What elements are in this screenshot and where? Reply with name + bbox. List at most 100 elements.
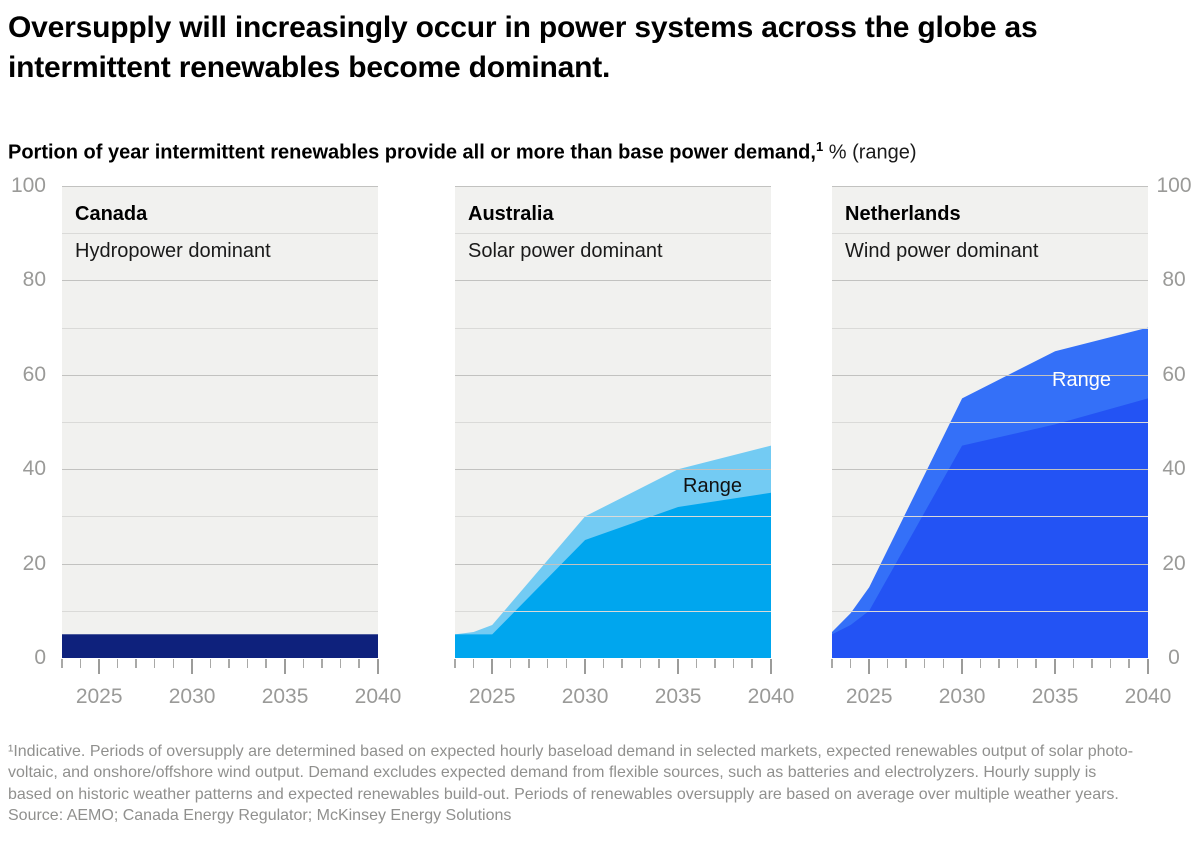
chart-canada: Canada Hydropower dominant 2025 2030 2035 2…: [61, 186, 401, 711]
minor-tick-2031: [209, 659, 212, 668]
y-axis-left: 0 20 40 60 80 100: [0, 175, 62, 669]
major-tick-2025: [868, 659, 871, 674]
footnote-line: based on historic weather patterns and e…: [8, 785, 1119, 803]
y-axis-right: 0 20 40 60 80 100: [1148, 175, 1200, 669]
y-tick-label-left: 0: [34, 646, 46, 669]
minor-tick-2033: [1016, 659, 1019, 668]
minor-tick-2038: [1109, 659, 1112, 668]
y-tick-label-left: 80: [22, 268, 46, 292]
gridline-10: [62, 611, 378, 612]
subtitle-main: Portion of year intermittent renewables …: [8, 141, 816, 164]
x-tick-label-2035: 2035: [261, 685, 309, 708]
y-tick-label-right: 60: [1162, 362, 1186, 386]
major-tick-2025: [98, 659, 101, 674]
minor-tick-2032: [998, 659, 1000, 668]
minor-tick-2031: [602, 659, 605, 668]
minor-tick-2039: [751, 659, 753, 668]
gridline-10: [455, 611, 771, 612]
major-tick-2035: [284, 659, 287, 674]
minor-tick-2037: [1091, 659, 1093, 668]
gridline-80: [832, 280, 1148, 281]
gridline-40: [62, 469, 378, 470]
x-tick-label-2025: 2025: [468, 685, 516, 708]
minor-tick-2026: [509, 659, 512, 668]
minor-tick-2034: [1035, 659, 1037, 668]
gridline-20: [455, 564, 771, 565]
gridline-90: [832, 233, 1148, 234]
gridline-30: [62, 516, 378, 517]
chart-country-label: Australia: [468, 203, 554, 225]
x-axis-canada: [61, 658, 379, 674]
minor-tick-2033: [246, 659, 249, 668]
minor-tick-2028: [923, 659, 926, 668]
gridline-40: [832, 469, 1148, 470]
minor-tick-2036: [695, 659, 698, 668]
minor-tick-2024: [79, 659, 82, 668]
chart-netherlands: Netherlands Wind power dominant Range 20…: [831, 186, 1172, 711]
major-tick-2035: [677, 659, 680, 674]
minor-tick-2027: [135, 659, 137, 668]
y-tick-label-left: 100: [10, 174, 46, 197]
subtitle-footnote-marker: 1: [815, 139, 824, 154]
minor-tick-2023: [61, 659, 63, 668]
major-tick-2025: [491, 659, 494, 674]
x-tick-label-2035: 2035: [654, 685, 702, 708]
area-series-canada: [62, 634, 378, 658]
x-axis-netherlands: [831, 658, 1149, 674]
plot-area-netherlands: Netherlands Wind power dominant Range: [832, 186, 1148, 658]
x-tick-label-2025: 2025: [75, 685, 123, 708]
gridline-20: [62, 564, 378, 565]
plot-area-australia: Australia Solar power dominant Range: [455, 186, 771, 658]
major-tick-2040: [377, 659, 379, 674]
chart-australia: Australia Solar power dominant Range 202…: [454, 186, 794, 711]
gridline-90: [62, 233, 378, 234]
y-tick-label-right: 20: [1162, 551, 1186, 575]
minor-tick-2038: [732, 659, 735, 668]
x-tick-label-2030: 2030: [168, 685, 216, 708]
minor-tick-2031: [979, 659, 982, 668]
chart-country-label: Canada: [75, 203, 148, 225]
minor-tick-2028: [153, 659, 156, 668]
area-series-australia: [455, 445, 771, 658]
minor-tick-2037: [714, 659, 716, 668]
footnotes: ¹Indicative. Periods of oversupply are d…: [8, 741, 1198, 827]
minor-tick-2023: [831, 659, 833, 668]
chart-dominant-label: Wind power dominant: [845, 240, 1039, 262]
x-tick-label-2030: 2030: [938, 685, 986, 708]
minor-tick-2034: [265, 659, 267, 668]
gridline-30: [455, 516, 771, 517]
minor-tick-2039: [358, 659, 360, 668]
y-tick-label-left: 40: [22, 457, 46, 481]
minor-tick-2032: [621, 659, 623, 668]
x-axis-labels-netherlands: 2025 2030 2035 2040: [832, 685, 1172, 711]
minor-tick-2036: [302, 659, 305, 668]
gridline-20: [832, 564, 1148, 565]
minor-tick-2029: [172, 659, 175, 668]
gridline-30: [832, 516, 1148, 517]
minor-tick-2038: [339, 659, 342, 668]
gridline-10: [832, 611, 1148, 612]
x-axis-australia: [454, 658, 772, 674]
minor-tick-2023: [454, 659, 456, 668]
y-tick-label-right: 40: [1162, 457, 1186, 481]
gridline-60: [62, 375, 378, 376]
chart-dominant-label: Hydropower dominant: [75, 240, 271, 262]
charts-row: 0 20 40 60 80 100 Canada Hydropower dominant …: [0, 175, 1200, 716]
source-line: Source: AEMO; Canada Energy Regulator; M…: [8, 807, 512, 825]
major-tick-2035: [1054, 659, 1057, 674]
gridline-80: [455, 280, 771, 281]
gridline-50: [455, 422, 771, 423]
gridline-50: [832, 422, 1148, 423]
subtitle-unit: % (range): [823, 141, 917, 164]
gridline-100: [455, 186, 771, 187]
y-tick-label-left: 20: [22, 551, 46, 575]
minor-tick-2027: [905, 659, 907, 668]
major-tick-2030: [584, 659, 587, 674]
x-tick-label-2040: 2040: [1124, 685, 1172, 708]
gridline-80: [62, 280, 378, 281]
gridline-60: [832, 375, 1148, 376]
y-tick-label-right: 100: [1156, 174, 1192, 197]
gridline-100: [832, 186, 1148, 187]
major-tick-2040: [770, 659, 772, 674]
